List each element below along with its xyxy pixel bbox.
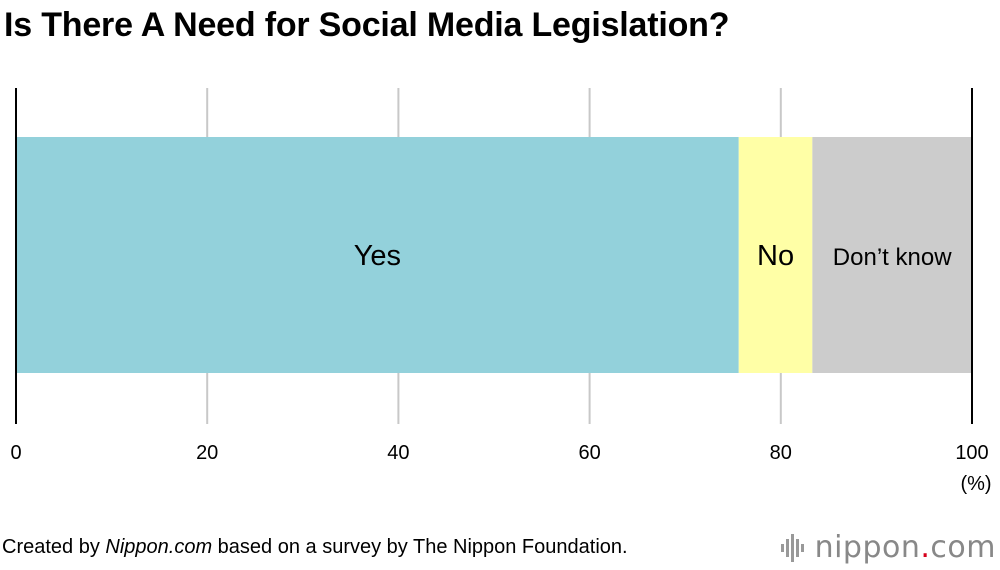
x-tick-label-60: 60 bbox=[578, 442, 600, 464]
bar-segment-yes bbox=[16, 137, 739, 373]
credit-source-name: Nippon.com bbox=[105, 536, 213, 558]
segment-label-no: No bbox=[757, 240, 794, 272]
brand-dot: . bbox=[920, 530, 931, 565]
chart-title: Is There A Need for Social Media Legisla… bbox=[4, 6, 730, 44]
segment-labels: Yes No Don’t know bbox=[354, 240, 952, 272]
bar-segment-no bbox=[738, 137, 813, 373]
brand-name-part1: nippon bbox=[814, 530, 921, 565]
tick-labels: 0 20 40 60 80 100 bbox=[10, 442, 988, 464]
brand-logo: nippon. com bbox=[780, 530, 996, 565]
x-tick-label-20: 20 bbox=[196, 442, 218, 464]
sound-bars-logo-icon bbox=[780, 533, 804, 562]
bar-segments bbox=[16, 137, 972, 373]
x-tick-label-100: 100 bbox=[955, 442, 988, 464]
unit-label: (%) bbox=[960, 473, 991, 495]
credit-suffix: based on a survey by The Nippon Foundati… bbox=[212, 536, 628, 558]
source-credit: Created by Nippon.com based on a survey … bbox=[2, 536, 628, 559]
brand-name-part2: com bbox=[930, 530, 996, 565]
x-tick-label-0: 0 bbox=[10, 442, 21, 464]
segment-label-don-t-know: Don’t know bbox=[833, 244, 952, 271]
bar-segment-don-t-know bbox=[812, 137, 972, 373]
x-tick-label-80: 80 bbox=[770, 442, 792, 464]
segment-label-yes: Yes bbox=[354, 240, 401, 272]
axis-lines bbox=[15, 88, 973, 424]
x-tick-label-40: 40 bbox=[387, 442, 409, 464]
credit-prefix: Created by bbox=[2, 536, 106, 558]
stacked-bar-chart: Yes No Don’t know 0 20 40 60 80 100 (%) bbox=[10, 88, 992, 495]
